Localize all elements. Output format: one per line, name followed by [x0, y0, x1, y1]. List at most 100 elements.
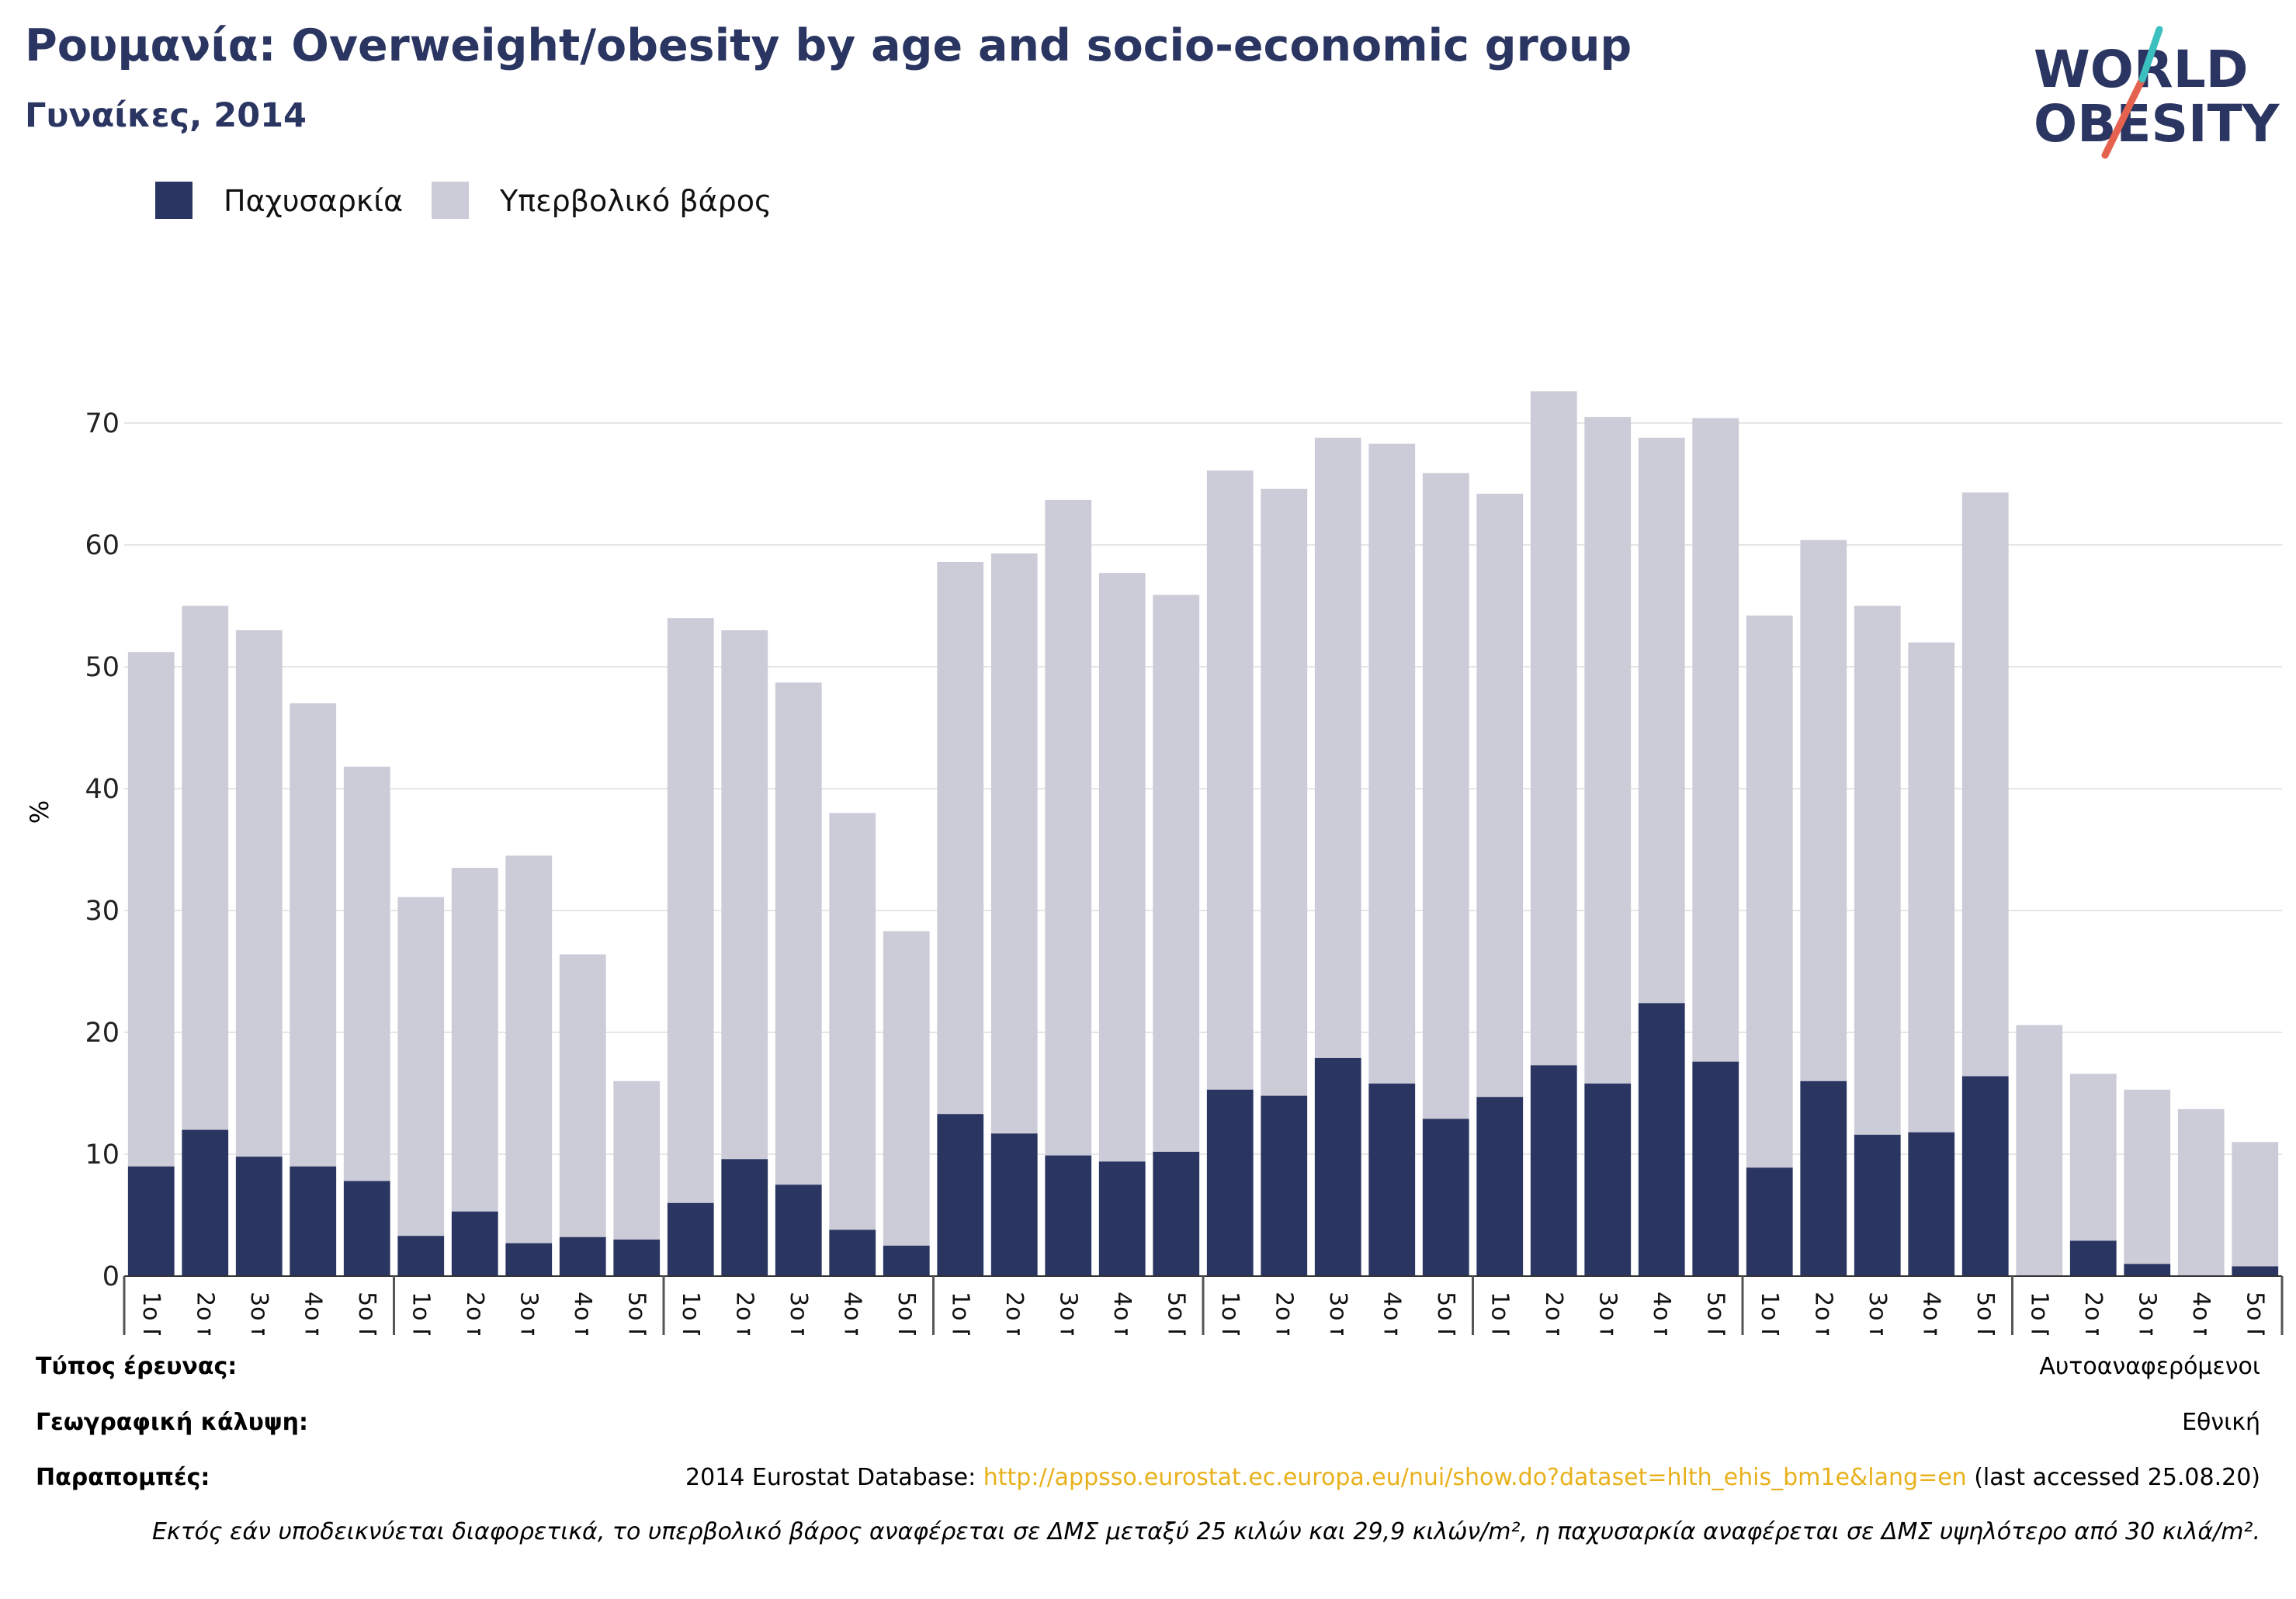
bar-obesity	[937, 1114, 984, 1276]
bar-overweight	[343, 766, 390, 1181]
bar-obesity	[1908, 1132, 1955, 1276]
bar-overweight	[182, 605, 229, 1130]
bar-obesity	[1854, 1134, 1901, 1276]
bar-obesity	[990, 1133, 1038, 1276]
x-tick-label: 5ο Γεμπτημόριο	[353, 1292, 380, 1335]
legend-label-1: Υπερβολικό βάρος	[499, 184, 772, 218]
bar-overweight	[1638, 437, 1685, 1004]
x-tick-label: 2ο πεμπτημόριο	[730, 1292, 758, 1335]
bar-overweight	[2016, 1025, 2063, 1276]
x-tick-label: 4ο πεμπτημόριο	[569, 1292, 596, 1335]
references-label: Παραπομπές:	[36, 1464, 210, 1491]
bar-obesity	[1530, 1065, 1577, 1276]
bar-obesity	[1314, 1057, 1361, 1276]
x-tick-label: 1ο Γεμπτημόριο	[137, 1292, 165, 1335]
bar-obesity	[1584, 1083, 1632, 1276]
x-tick-label: 3ο πεμπτημόριο	[245, 1292, 272, 1335]
legend-label-0: Παχυσαρκία	[224, 184, 403, 218]
bar-overweight	[397, 897, 445, 1237]
x-tick-label: 2ο πεμπτημόριο	[1809, 1292, 1836, 1335]
bars	[127, 391, 2279, 1276]
bar-overweight	[1098, 573, 1146, 1162]
bar-overweight	[1800, 539, 1847, 1081]
bar-obesity	[2232, 1266, 2279, 1276]
y-tick-label: 60	[85, 530, 120, 561]
bar-obesity	[1206, 1089, 1254, 1276]
bar-overweight	[451, 868, 498, 1212]
bar-obesity	[1153, 1151, 1200, 1276]
x-tick-label: 1ο Γεμπτημόριο	[1756, 1292, 1783, 1335]
bar-obesity	[1638, 1003, 1685, 1276]
bar-overweight	[667, 618, 714, 1203]
x-tick-label: 2ο πεμπτημόριο	[461, 1292, 488, 1335]
y-tick-label: 70	[85, 408, 120, 439]
bar-obesity	[182, 1129, 229, 1276]
bar-obesity	[829, 1230, 876, 1276]
bar-obesity	[1098, 1161, 1146, 1276]
bar-overweight	[2232, 1142, 2279, 1267]
bar-obesity	[1961, 1076, 2009, 1276]
x-tick-label: 1ο Γεμπτημόριο	[1486, 1292, 1513, 1335]
x-tick-label: 5ο Γεμπτημόριο	[1432, 1292, 1459, 1335]
bar-overweight	[290, 703, 337, 1167]
x-tick-label: 5ο Γεμπτημόριο	[1162, 1292, 1189, 1335]
bar-overweight	[2124, 1089, 2171, 1264]
x-tick-label: 5ο Γεμπτημόριο	[1972, 1292, 1999, 1335]
bar-obesity	[721, 1159, 768, 1276]
bar-overweight	[1854, 605, 1901, 1135]
bar-overweight	[613, 1080, 661, 1240]
x-tick-label: 1ο Γεμπτημόριο	[2025, 1292, 2052, 1335]
x-tick-label: 4ο πεμπτημόριο	[299, 1292, 326, 1335]
x-tick-label: 1ο Γεμπτημόριο	[407, 1292, 434, 1335]
x-tick-label: 4ο πεμπτημόριο	[838, 1292, 865, 1335]
y-tick-label: 10	[85, 1139, 120, 1171]
x-tick-label: 4ο πεμπτημόριο	[2187, 1292, 2214, 1335]
bar-obesity	[2124, 1264, 2171, 1276]
bar-overweight	[990, 553, 1038, 1134]
y-axis-label: %	[25, 800, 54, 824]
bar-obesity	[1368, 1083, 1416, 1276]
x-tick-label: 4ο πεμπτημόριο	[1648, 1292, 1675, 1335]
x-tick-label: 3ο πεμπτημόριο	[2133, 1292, 2160, 1335]
bar-overweight	[1476, 494, 1524, 1098]
bar-obesity	[1261, 1095, 1308, 1276]
survey-type-value: Αυτοαναφερόμενοι	[2039, 1353, 2260, 1380]
bar-obesity	[1476, 1097, 1524, 1276]
bar-overweight	[1746, 616, 1793, 1168]
y-tick-label: 40	[85, 774, 120, 805]
logo-line2: OBESITY	[2034, 94, 2280, 154]
x-tick-label: 4ο πεμπτημόριο	[1917, 1292, 1944, 1335]
bar-overweight	[235, 630, 283, 1157]
bar-overweight	[505, 855, 553, 1243]
footnote: Εκτός εάν υποδεικνύεται διαφορετικά, το …	[151, 1518, 2260, 1545]
bar-obesity	[451, 1211, 498, 1276]
bar-obesity	[883, 1245, 930, 1276]
bar-overweight	[127, 652, 175, 1167]
chart-title: Ρουμανία: Overweight/obesity by age and …	[25, 20, 1632, 71]
references-value: 2014 Eurostat Database: http://appsso.eu…	[685, 1464, 2260, 1491]
x-tick-label: 5ο Γεμπτημόριο	[623, 1292, 650, 1335]
references-prefix: 2014 Eurostat Database:	[685, 1464, 983, 1491]
gridlines	[124, 422, 2282, 1155]
x-tick-label: 1ο Γεμπτημόριο	[677, 1292, 704, 1335]
x-tick-label: 3ο πεμπτημόριο	[1864, 1292, 1891, 1335]
bar-overweight	[2177, 1108, 2225, 1276]
bar-overweight	[829, 813, 876, 1230]
y-tick-label: 20	[85, 1018, 120, 1049]
bar-obesity	[1800, 1080, 1847, 1276]
legend-swatch-1	[432, 182, 469, 219]
x-tick-label: 2ο πεμπτημόριο	[1270, 1292, 1297, 1335]
bar-overweight	[1530, 391, 1577, 1066]
references-link[interactable]: http://appsso.eurostat.ec.europa.eu/nui/…	[983, 1464, 1967, 1491]
chart: Παχυσαρκία Υπερβολικό βάρος 0 10 20 30 40 50 60…	[25, 182, 2284, 1335]
y-axis: 0 10 20 30 40 50 60 70	[85, 408, 120, 1292]
y-tick-label: 0	[102, 1261, 120, 1292]
x-tick-label: 2ο πεμπτημόριο	[2079, 1292, 2107, 1335]
bar-overweight	[559, 954, 606, 1237]
x-tick-label: 5ο Γεμπτημόριο	[2241, 1292, 2268, 1335]
references-suffix: (last accessed 25.08.20)	[1966, 1464, 2260, 1491]
x-tick-label: 3ο πεμπτημόριο	[1324, 1292, 1351, 1335]
y-tick-label: 30	[85, 896, 120, 927]
bar-obesity	[397, 1236, 445, 1276]
bar-obesity	[1422, 1119, 1469, 1276]
